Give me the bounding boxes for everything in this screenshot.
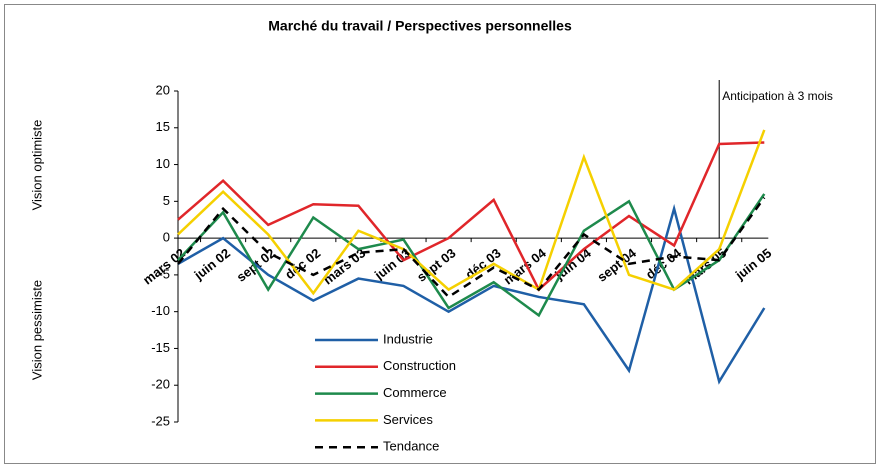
annotation: Anticipation à 3 mois xyxy=(722,89,833,103)
y-tick-label: 0 xyxy=(163,230,170,245)
legend-label: Services xyxy=(383,412,433,427)
series-line xyxy=(177,129,766,296)
legend-label: Commerce xyxy=(383,385,447,400)
y-tick-label: 20 xyxy=(156,82,170,97)
series-line xyxy=(177,193,766,318)
legend-label: Construction xyxy=(383,358,456,373)
chart-border xyxy=(4,4,876,464)
y-tick-label: 5 xyxy=(163,193,170,208)
series-line xyxy=(177,196,766,299)
y-tick-label: -5 xyxy=(158,266,170,281)
series-line xyxy=(177,141,765,292)
y-axis-label: Vision pessimiste xyxy=(29,280,44,380)
legend-label: Industrie xyxy=(383,331,433,346)
y-tick-label: -25 xyxy=(151,413,170,428)
y-tick-label: -15 xyxy=(151,340,170,355)
y-tick-label: -20 xyxy=(151,377,170,392)
y-tick-label: -10 xyxy=(151,303,170,318)
chart-title: Marché du travail / Perspectives personn… xyxy=(268,18,572,34)
y-tick-label: 10 xyxy=(156,156,170,171)
legend-label: Tendance xyxy=(383,439,439,454)
y-tick-label: 15 xyxy=(156,119,170,134)
y-axis-label: Vision optimiste xyxy=(29,120,44,211)
